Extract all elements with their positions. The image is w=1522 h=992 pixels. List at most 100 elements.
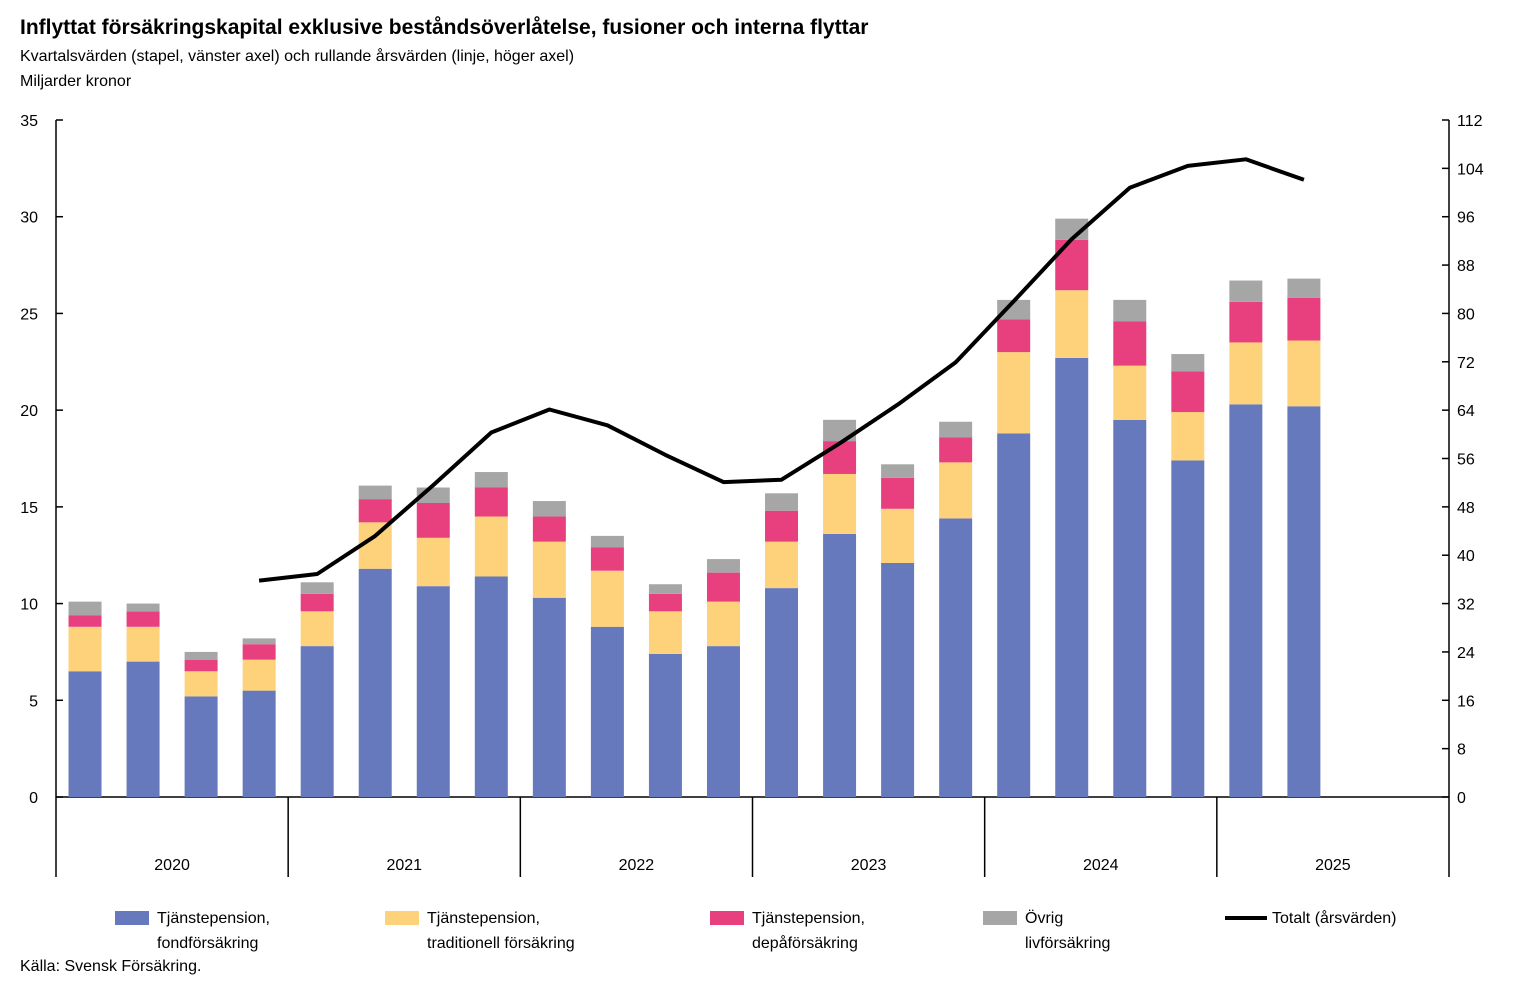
- bar-segment-series-2: [939, 462, 973, 519]
- bar-segment-series-4: [300, 582, 334, 594]
- bar-segment-series-1: [184, 696, 218, 797]
- right-tick-label: 8: [1457, 742, 1466, 759]
- bar-segment-series-1: [706, 646, 740, 797]
- left-tick-label: 5: [29, 693, 38, 710]
- bar-segment-series-4: [1287, 278, 1321, 298]
- bar-segment-series-1: [68, 671, 102, 797]
- bar-segment-series-2: [823, 473, 857, 534]
- bar-segment-series-2: [1171, 412, 1205, 461]
- legend-swatch: [115, 911, 149, 925]
- bar-segment-series-2: [242, 659, 276, 691]
- left-tick-label: 0: [29, 790, 38, 807]
- bar-segment-series-2: [532, 541, 566, 598]
- bar-segment-series-3: [706, 572, 740, 602]
- bar-segment-series-3: [939, 437, 973, 463]
- bar-segment-series-3: [823, 441, 857, 474]
- right-tick-label: 88: [1457, 258, 1475, 275]
- bar-segment-series-3: [1229, 301, 1263, 343]
- chart-subtitle: Kvartalsvärden (stapel, vänster axel) oc…: [20, 48, 575, 65]
- right-tick-label: 32: [1457, 597, 1475, 614]
- bar-segment-series-3: [881, 477, 915, 509]
- bar-segment-series-3: [416, 502, 450, 538]
- left-tick-label: 15: [20, 500, 38, 517]
- bar-segment-series-4: [706, 559, 740, 573]
- bar-segment-series-1: [1171, 460, 1205, 797]
- bar-segment-series-1: [1055, 357, 1089, 797]
- legend-line-swatch: [1225, 916, 1267, 920]
- right-tick-label: 16: [1457, 693, 1475, 710]
- bar-segment-series-2: [590, 570, 624, 627]
- bar-segment-series-3: [300, 593, 334, 612]
- right-tick-label: 48: [1457, 500, 1475, 517]
- right-tick-label: 64: [1457, 403, 1475, 420]
- bar-segment-series-3: [997, 319, 1031, 353]
- bar-segment-series-2: [126, 626, 160, 662]
- bar-segment-series-3: [1113, 321, 1147, 366]
- year-label: 2020: [154, 857, 190, 874]
- bar-segment-series-4: [1171, 354, 1205, 372]
- right-tick-label: 96: [1457, 210, 1475, 227]
- bar-segment-series-1: [648, 653, 682, 797]
- right-tick-label: 40: [1457, 548, 1475, 565]
- bar-segment-series-2: [997, 352, 1031, 434]
- bar-segment-series-4: [68, 601, 102, 616]
- left-tick-label: 25: [20, 306, 38, 323]
- bar-segment-series-2: [1229, 342, 1263, 405]
- bar-segment-series-1: [1229, 404, 1263, 797]
- bar-segment-series-3: [1055, 239, 1089, 291]
- bar-segment-series-3: [648, 593, 682, 612]
- legend-label: Tjänstepension, traditionell försäkring: [427, 910, 575, 952]
- right-tick-label: 24: [1457, 645, 1475, 662]
- bar-segment-series-3: [590, 547, 624, 571]
- bar-segment-series-3: [68, 615, 102, 627]
- year-label: 2025: [1315, 857, 1351, 874]
- chart-title: Inflyttat försäkringskapital exklusive b…: [20, 16, 869, 39]
- bar-segment-series-2: [184, 671, 218, 697]
- bar-segment-series-1: [881, 562, 915, 797]
- bar-segment-series-1: [242, 690, 276, 797]
- legend-label: Övrig livförsäkring: [1025, 910, 1111, 952]
- total-line: [258, 157, 1305, 583]
- bar-segment-series-4: [474, 472, 508, 488]
- bar-segment-series-2: [474, 516, 508, 577]
- legend-swatch: [710, 911, 744, 925]
- year-label: 2022: [619, 857, 655, 874]
- bar-segment-series-2: [300, 611, 334, 647]
- legend-label: Tjänstepension, depåförsäkring: [752, 910, 865, 952]
- bar-segment-series-4: [1113, 299, 1147, 322]
- bar-segment-series-1: [416, 586, 450, 797]
- bar-segment-series-3: [242, 644, 276, 660]
- right-tick-label: 104: [1457, 161, 1484, 178]
- bar-segment-series-1: [474, 576, 508, 797]
- bar-segment-series-2: [68, 626, 102, 672]
- bar-segment-series-1: [1287, 406, 1321, 797]
- legend-swatch: [983, 911, 1017, 925]
- bar-segment-series-3: [474, 487, 508, 517]
- bar-segment-series-2: [648, 611, 682, 654]
- bar-segment-series-4: [1055, 218, 1089, 240]
- bar-segment-series-4: [648, 584, 682, 594]
- left-tick-label: 30: [20, 210, 38, 227]
- bar-segment-series-1: [765, 588, 799, 797]
- bar-segment-series-1: [939, 518, 973, 797]
- legend-label: Tjänstepension, fondförsäkring: [157, 910, 270, 952]
- legend-label: Totalt (årsvärden): [1272, 910, 1397, 927]
- bar-segment-series-1: [126, 661, 160, 797]
- bar-segment-series-4: [532, 501, 566, 517]
- bar-segment-series-3: [126, 611, 160, 627]
- bar-segment-series-4: [126, 603, 160, 612]
- bar-segment-series-3: [1171, 371, 1205, 413]
- bar-segment-series-2: [765, 541, 799, 589]
- left-tick-label: 35: [20, 113, 38, 130]
- bar-segment-series-4: [881, 464, 915, 478]
- left-tick-label: 10: [20, 597, 38, 614]
- bar-segment-series-4: [1229, 280, 1263, 302]
- bar-segment-series-4: [590, 535, 624, 548]
- right-tick-label: 72: [1457, 355, 1475, 372]
- bar-segment-series-4: [997, 299, 1031, 320]
- bar-segment-series-2: [706, 601, 740, 647]
- bar-segment-series-4: [765, 493, 799, 511]
- right-tick-label: 80: [1457, 306, 1475, 323]
- bar-segment-series-4: [184, 651, 218, 660]
